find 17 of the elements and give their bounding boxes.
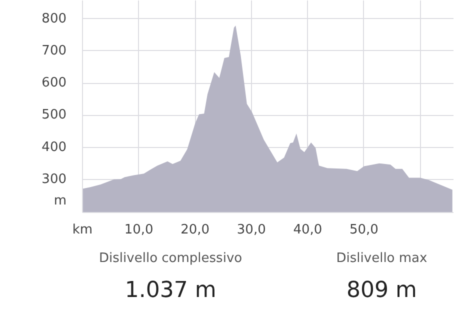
y-tick-label: 500: [42, 108, 67, 123]
y-tick-label: m: [54, 193, 67, 208]
y-tick-label: 400: [42, 140, 67, 155]
y-tick-label: 700: [42, 43, 67, 58]
x-tick-label: 30,0: [236, 222, 266, 238]
x-tick-label: km: [72, 222, 93, 238]
x-tick-label: 40,0: [293, 222, 322, 238]
y-tick-label: 600: [42, 76, 67, 91]
text: Dislivello max: [336, 251, 428, 266]
x-tick-label: 10,0: [124, 222, 154, 238]
text: 809 m: [346, 278, 417, 303]
x-tick-label: 20,0: [180, 222, 210, 238]
text: 1.037 m: [124, 278, 216, 303]
y-tick-label: 300: [42, 172, 67, 187]
x-tick-label: 50,0: [350, 222, 378, 238]
text: Dislivello complessivo: [99, 251, 242, 266]
y-tick-label: 800: [42, 11, 67, 26]
